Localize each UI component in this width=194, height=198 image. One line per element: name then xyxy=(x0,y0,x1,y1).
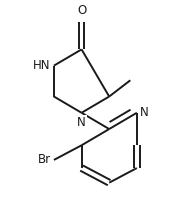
Text: HN: HN xyxy=(33,59,51,72)
Text: N: N xyxy=(77,116,86,129)
Text: N: N xyxy=(140,106,149,119)
Text: O: O xyxy=(77,4,86,17)
Text: Br: Br xyxy=(38,153,51,167)
